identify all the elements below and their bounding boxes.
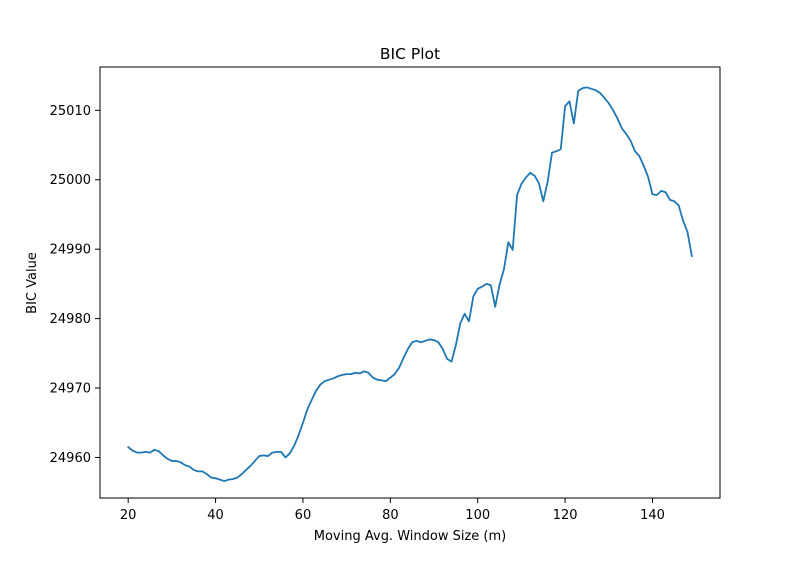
bic-series-line (127, 86, 693, 482)
y-axis: 24960 24970 24980 24990 25000 25010 (50, 104, 100, 466)
x-tick-label: 100 (465, 508, 490, 523)
plot-frame (99, 66, 721, 499)
x-tick-label: 40 (207, 508, 224, 523)
y-tick-label: 24960 (50, 451, 91, 466)
y-tick-label: 25010 (50, 104, 91, 119)
y-tick-label: 24970 (50, 382, 91, 397)
y-tick-label: 25000 (50, 173, 91, 188)
plot-area (100, 67, 720, 498)
x-tick-label: 20 (120, 508, 137, 523)
x-axis-label: Moving Avg. Window Size (m) (314, 529, 506, 544)
x-tick-label: 140 (640, 508, 665, 523)
x-axis: 20 40 60 80 100 120 140 (120, 498, 665, 523)
x-tick-label: 60 (295, 508, 312, 523)
x-tick-label: 80 (382, 508, 399, 523)
chart-title: BIC Plot (380, 45, 440, 63)
x-tick-label: 120 (553, 508, 578, 523)
y-tick-label: 24990 (50, 243, 91, 258)
y-tick-label: 24980 (50, 312, 91, 327)
series-layer (127, 86, 693, 482)
y-axis-label: BIC Value (25, 252, 40, 314)
